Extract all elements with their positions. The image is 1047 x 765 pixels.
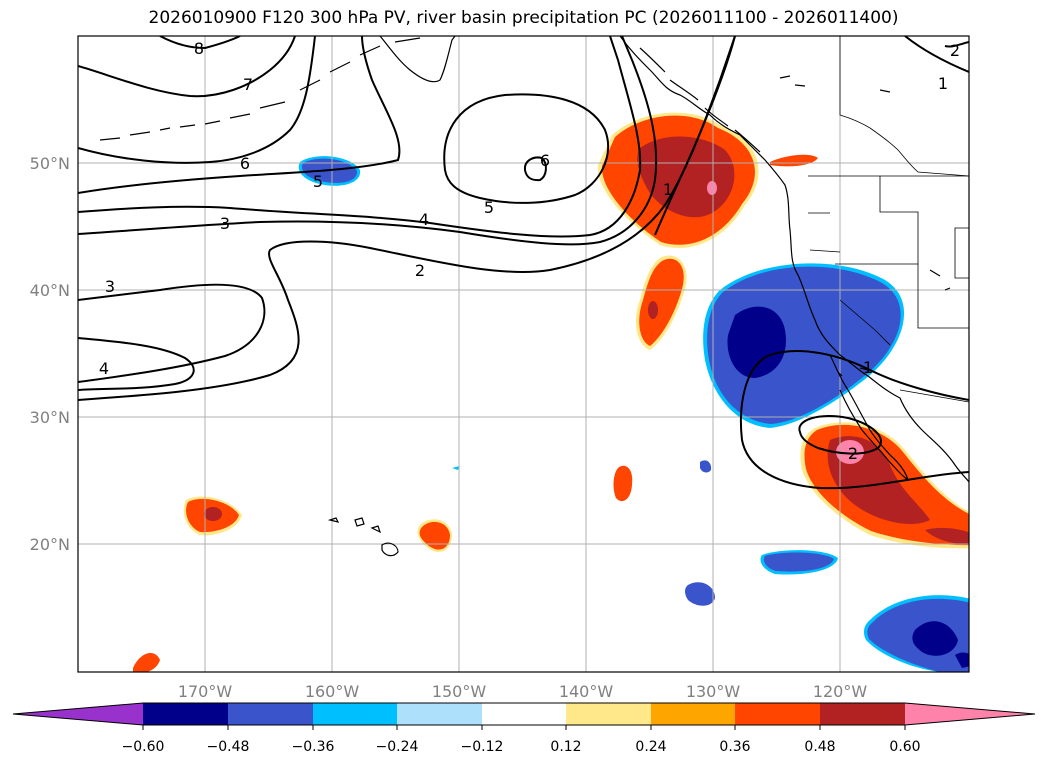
colorbar-segment xyxy=(313,703,397,725)
contour-label: 4 xyxy=(419,210,429,229)
colorbar-segment xyxy=(143,703,228,725)
contour-label: 5 xyxy=(313,172,323,191)
lat-tick-label: 40°N xyxy=(30,281,70,300)
contour-label: 6 xyxy=(540,151,550,170)
lon-tick-label: 170°W xyxy=(178,682,233,701)
contour-5-arc xyxy=(78,36,401,194)
political-borders xyxy=(808,36,969,403)
colorbar-label: 0.12 xyxy=(550,739,581,755)
longitude-ticks: 170°W 160°W 150°W 140°W 130°W 120°W xyxy=(178,682,868,701)
colorbar-segment xyxy=(566,703,651,725)
colorbar-label: −0.12 xyxy=(461,739,504,755)
contour-label: 5 xyxy=(484,198,494,217)
anomaly-small-positive-bottom xyxy=(133,653,160,672)
contour-label: 1 xyxy=(663,180,673,199)
coast-aleutians xyxy=(99,37,421,141)
contour-label: 2 xyxy=(848,444,858,463)
lon-tick-label: 130°W xyxy=(686,682,741,701)
contour-label: 3 xyxy=(105,277,115,296)
colorbar-labels: −0.60 −0.48 −0.36 −0.24 −0.12 0.12 0.24 … xyxy=(122,739,921,755)
contour-label: 4 xyxy=(99,359,109,378)
anomaly-small-positive-center xyxy=(613,465,633,502)
contour-5-ring xyxy=(443,93,610,204)
coast-small-islands xyxy=(779,75,951,377)
precipitation-anomalies xyxy=(133,112,969,672)
lon-tick-label: 150°W xyxy=(432,682,487,701)
map-frame xyxy=(77,35,970,673)
contour-6-ring xyxy=(523,156,547,182)
colorbar-segment xyxy=(651,703,735,725)
page-title: 2026010900 F120 300 hPa PV, river basin … xyxy=(148,8,899,28)
contour-3-inner xyxy=(78,283,266,383)
colorbar-label: −0.24 xyxy=(376,739,419,755)
contour-labels: 8 7 6 5 3 3 4 2 4 5 6 1 1 2 1 2 xyxy=(99,39,960,463)
contour-4-inner xyxy=(78,337,195,391)
lat-tick-label: 30°N xyxy=(30,408,70,427)
contour-label: 7 xyxy=(243,75,253,94)
colorbar-ticks xyxy=(142,725,906,730)
colorbar-segment xyxy=(228,703,313,725)
contour-8 xyxy=(159,36,241,50)
contour-label: 1 xyxy=(938,74,948,93)
anomaly-small-negative-2 xyxy=(685,582,715,606)
contour-2-south xyxy=(798,414,882,455)
map-area: 8 7 6 5 3 3 4 2 4 5 6 1 1 2 1 2 xyxy=(78,36,969,672)
contour-4 xyxy=(78,36,658,246)
colorbar-label: 0.60 xyxy=(889,739,920,755)
colorbar-label: −0.60 xyxy=(122,739,165,755)
anomaly-small-negative-1 xyxy=(760,550,838,575)
coast-alaska-peninsula xyxy=(379,36,456,83)
contour-label: 2 xyxy=(950,41,960,60)
coast-alaska-canada xyxy=(619,36,969,483)
latitude-ticks: 50°N 40°N 30°N 20°N xyxy=(30,154,70,554)
lon-tick-label: 160°W xyxy=(305,682,360,701)
colorbar-label: 0.48 xyxy=(804,739,835,755)
contour-1-south xyxy=(739,349,969,490)
anomaly-southeast-negative xyxy=(863,595,969,672)
anomaly-baja-positive xyxy=(800,422,969,549)
anomaly-california-negative xyxy=(703,263,905,428)
coast-bc-islands xyxy=(639,47,761,153)
contour-label: 6 xyxy=(240,154,250,173)
contour-label: 2 xyxy=(415,261,425,280)
anomaly-small-negative-3 xyxy=(700,460,712,473)
colorbar-label: −0.36 xyxy=(292,739,335,755)
colorbar-label: −0.48 xyxy=(207,739,250,755)
contour-1-coast xyxy=(654,36,736,236)
colorbar-extend-min xyxy=(13,703,143,725)
contour-label: 8 xyxy=(194,39,204,58)
contour-7 xyxy=(78,36,296,98)
colorbar-label: 0.36 xyxy=(719,739,750,755)
anomaly-offshore-40n xyxy=(635,255,687,350)
coast-baja xyxy=(829,354,910,482)
colorbar: −0.60 −0.48 −0.36 −0.24 −0.12 0.12 0.24 … xyxy=(12,702,1036,755)
lat-tick-label: 20°N xyxy=(30,535,70,554)
contour-2 xyxy=(78,36,736,401)
colorbar-segment xyxy=(397,703,482,725)
pv-contours xyxy=(78,36,969,490)
lon-tick-label: 140°W xyxy=(559,682,614,701)
contour-1-east xyxy=(904,36,969,73)
colorbar-segment xyxy=(482,703,566,725)
colorbar-extend-max xyxy=(905,703,1035,725)
colorbar-label: 0.24 xyxy=(635,739,666,755)
colorbar-segment xyxy=(735,703,820,725)
anomaly-subtropical-positive-left xyxy=(183,496,242,536)
contour-label: 1 xyxy=(863,358,873,377)
anomaly-small-negative-4 xyxy=(452,466,460,470)
contour-label: 3 xyxy=(220,214,230,233)
contour-3-top xyxy=(78,36,642,238)
coastlines xyxy=(99,36,969,557)
hawaii-islands xyxy=(327,517,399,557)
colorbar-segment xyxy=(820,703,905,725)
contour-2-ne xyxy=(944,41,969,48)
lat-tick-label: 50°N xyxy=(30,154,70,173)
lon-tick-label: 120°W xyxy=(813,682,868,701)
contour-6-west xyxy=(78,36,316,164)
